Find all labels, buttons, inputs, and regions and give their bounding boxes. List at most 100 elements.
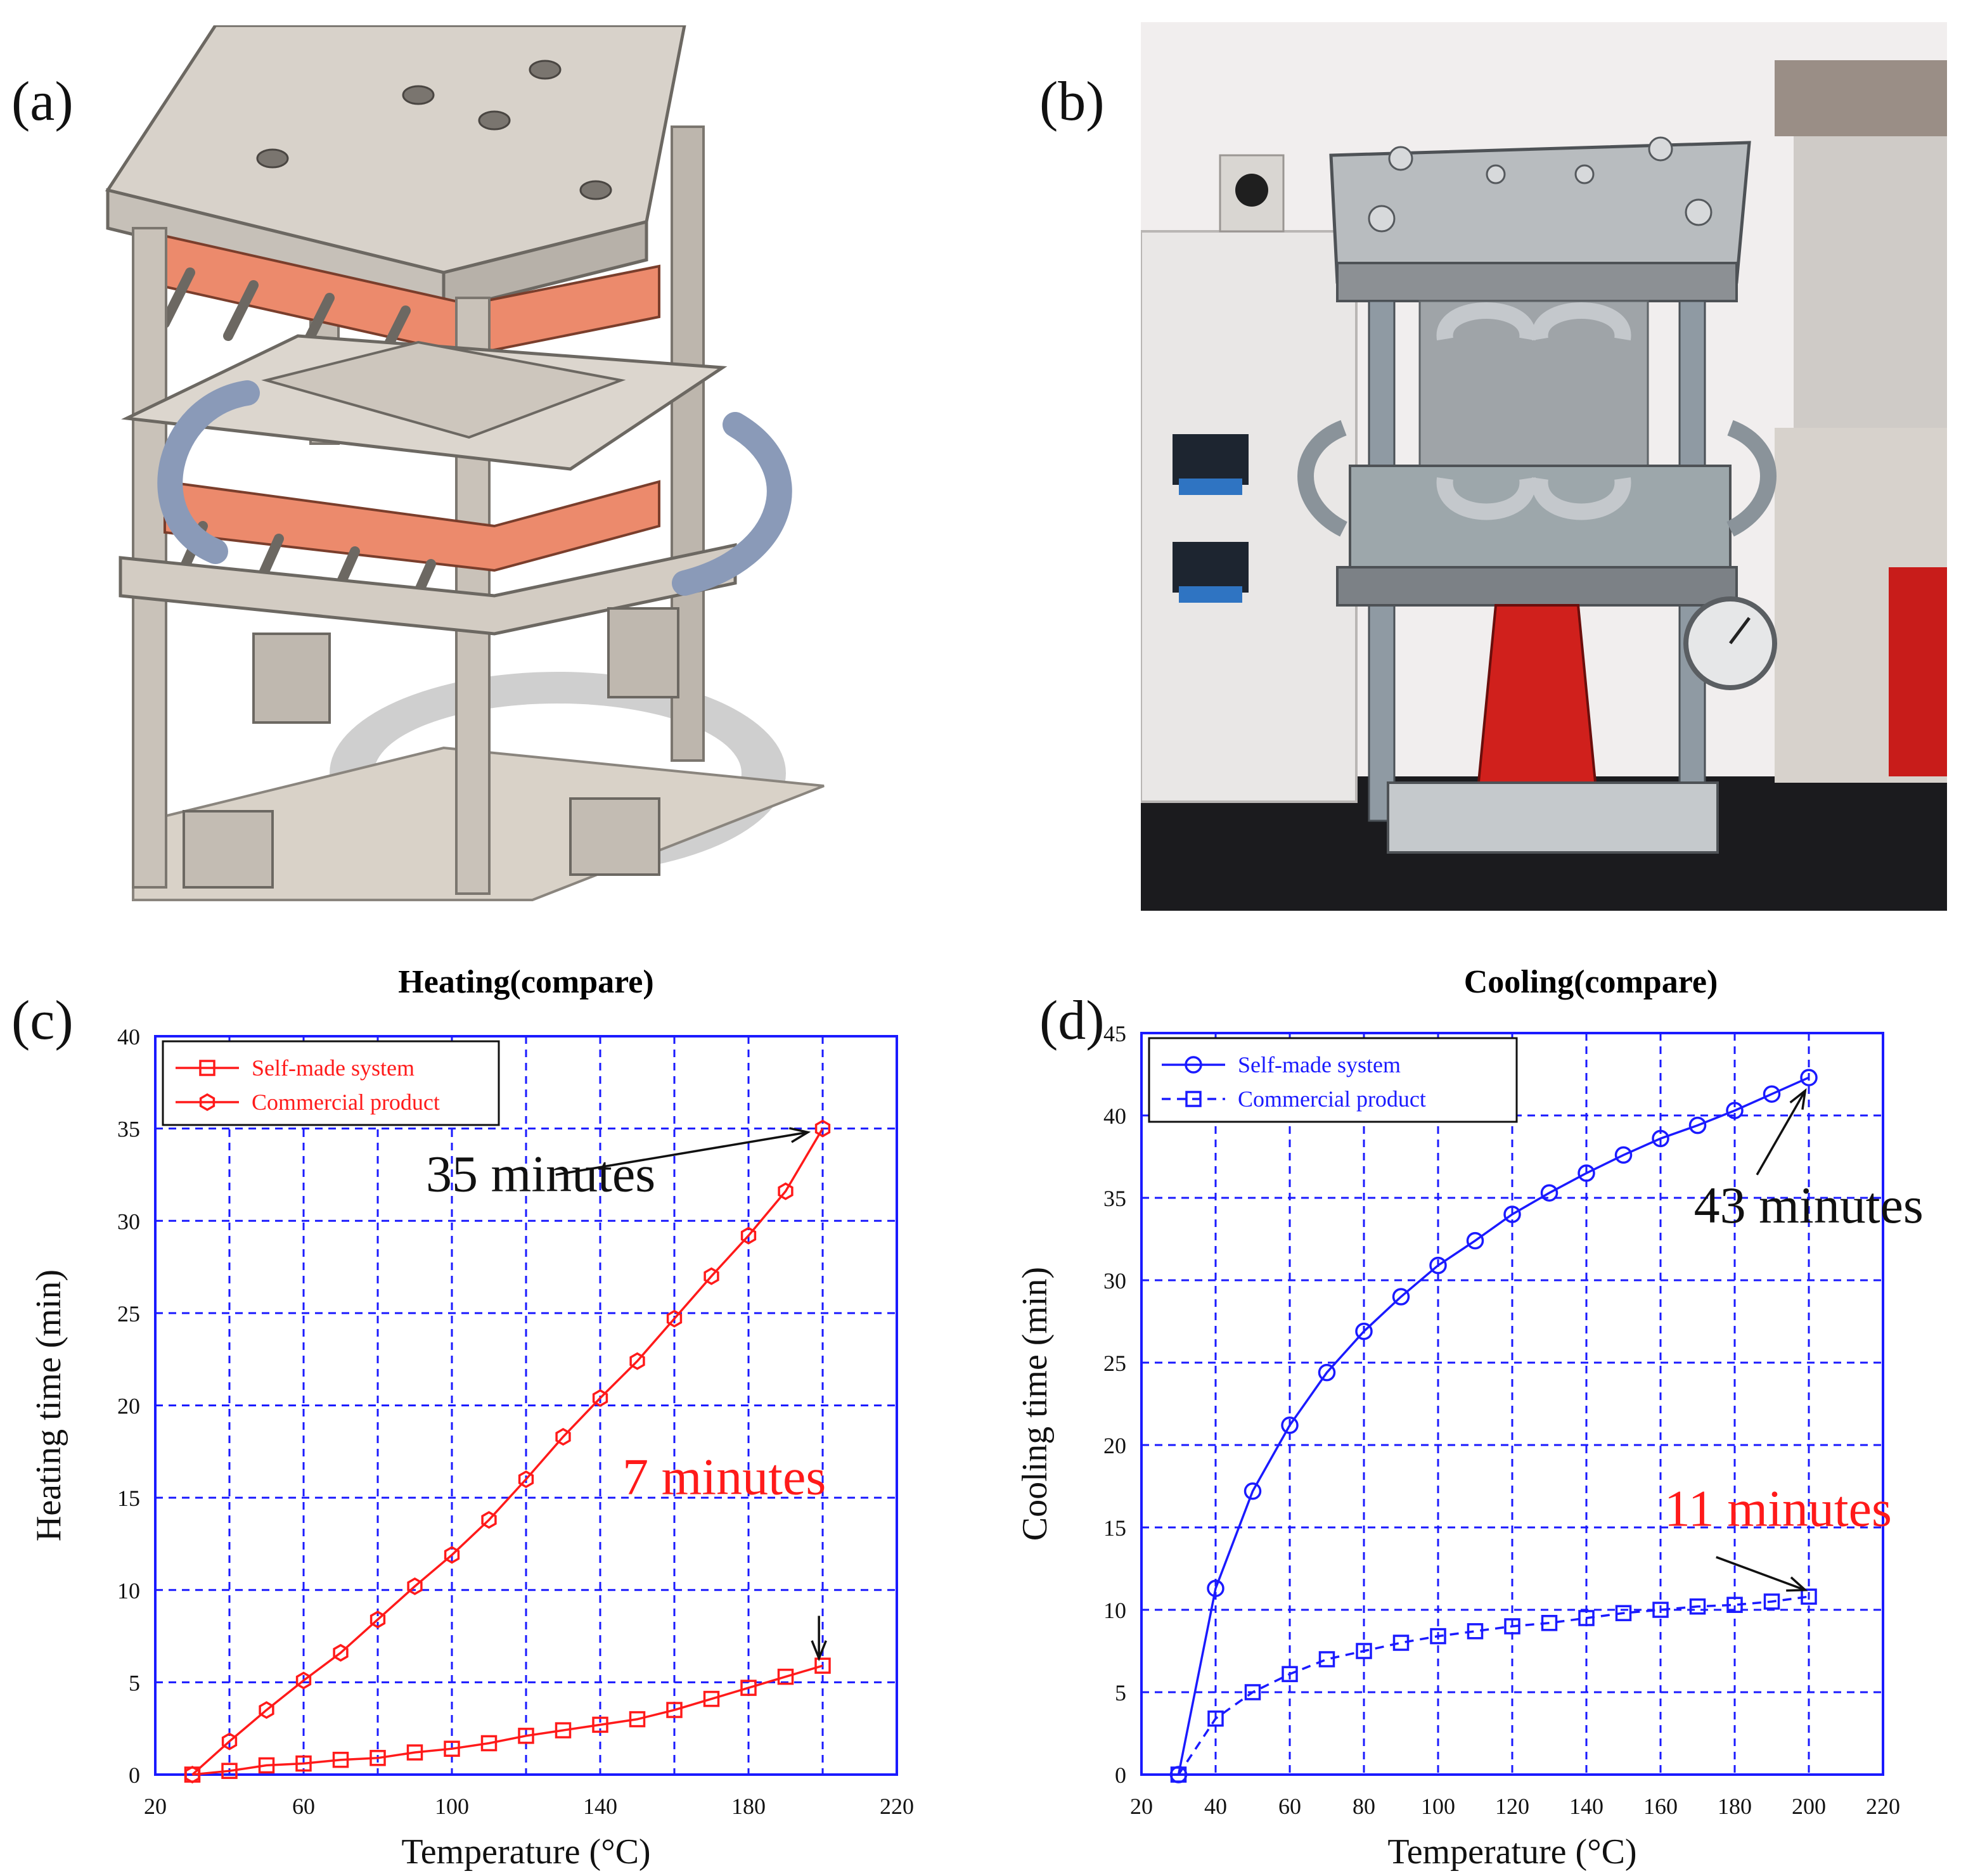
- y-tick-label: 20: [1103, 1433, 1126, 1458]
- x-axis-label: Temperature (°C): [401, 1832, 650, 1872]
- data-point: [814, 1657, 831, 1674]
- plot-frame: [1140, 1032, 1884, 1776]
- data-point: [1504, 1618, 1520, 1635]
- data-point: [407, 1577, 423, 1595]
- annotation-arrow: [1716, 1556, 1806, 1591]
- data-point: [1503, 1205, 1521, 1223]
- data-point: [1244, 1684, 1261, 1700]
- data-point: [1170, 1766, 1187, 1783]
- data-point: [259, 1701, 274, 1719]
- data-point: [1318, 1651, 1335, 1667]
- series-1: [184, 1657, 831, 1783]
- data-point: [1726, 1597, 1743, 1613]
- x-tick-label: 100: [435, 1794, 469, 1819]
- data-point: [370, 1750, 386, 1766]
- heating-chart-title: Heating(compare): [398, 964, 654, 1000]
- series-2: [1170, 1588, 1817, 1783]
- x-tick-label: 20: [1130, 1794, 1153, 1819]
- data-point: [1652, 1602, 1669, 1618]
- annotation-text: 7 minutes: [622, 1448, 826, 1505]
- panel-label-a: (a): [11, 71, 74, 132]
- annotation-arrowhead: [788, 1127, 811, 1143]
- y-tick-label: 35: [117, 1117, 140, 1142]
- data-point: [592, 1716, 608, 1733]
- data-point: [1207, 1710, 1224, 1727]
- plot-frame: [154, 1035, 898, 1776]
- data-point: [518, 1728, 534, 1744]
- data-point: [1578, 1164, 1595, 1182]
- y-tick-label: 5: [1115, 1680, 1126, 1706]
- y-tick-label: 20: [117, 1394, 140, 1419]
- data-point: [814, 1119, 831, 1138]
- cad-render-image: [89, 25, 957, 913]
- data-point: [555, 1722, 572, 1738]
- y-tick-label: 35: [1103, 1186, 1126, 1211]
- y-axis-label: Cooling time (min): [1015, 1267, 1055, 1541]
- data-point: [1281, 1417, 1299, 1434]
- data-point: [666, 1309, 683, 1328]
- data-point: [704, 1267, 719, 1285]
- legend-marker: [199, 1093, 215, 1112]
- y-tick-label: 40: [1103, 1103, 1126, 1129]
- data-point: [740, 1680, 757, 1696]
- y-tick-label: 15: [1103, 1515, 1126, 1541]
- data-point: [1392, 1288, 1410, 1306]
- legend-label: Self-made system: [252, 1055, 415, 1081]
- legend-label: Self-made system: [1238, 1052, 1401, 1077]
- heating-chart: 20 60 100 140 180 220 0 5 10 15 20 25 30 35 40 Temperat…: [29, 1024, 914, 1872]
- data-point: [629, 1352, 645, 1370]
- annotation: 11 minutes: [1664, 1479, 1892, 1592]
- legend: Self-made system Commercial product: [1148, 1037, 1518, 1123]
- data-point: [480, 1735, 498, 1752]
- data-point: [221, 1763, 238, 1779]
- data-point: [1689, 1598, 1706, 1615]
- hot-press-photo: [1141, 22, 1947, 911]
- x-tick-label: 40: [1204, 1794, 1227, 1819]
- data-point: [1467, 1623, 1484, 1640]
- data-point: [1356, 1643, 1372, 1659]
- annotation: 35 minutes: [426, 1127, 811, 1203]
- data-point: [778, 1182, 794, 1200]
- y-tick-label: 30: [1103, 1268, 1126, 1294]
- panel-label-c: (c): [11, 990, 74, 1051]
- annotation: 7 minutes: [622, 1448, 827, 1662]
- data-point: [1615, 1605, 1632, 1621]
- annotation-arrow: [555, 1131, 808, 1176]
- x-tick-label: 100: [1421, 1794, 1455, 1819]
- x-tick-label: 140: [1569, 1794, 1603, 1819]
- annotation-arrowhead: [1786, 1576, 1808, 1592]
- data-point: [1207, 1579, 1224, 1597]
- data-point: [481, 1511, 497, 1529]
- annotation-text: 35 minutes: [426, 1145, 655, 1203]
- annotation-text: 11 minutes: [1664, 1479, 1892, 1537]
- data-point: [1282, 1666, 1298, 1683]
- data-point: [1541, 1615, 1558, 1631]
- data-point: [1540, 1184, 1558, 1202]
- data-point: [1614, 1146, 1633, 1164]
- data-point: [1355, 1322, 1373, 1340]
- data-point: [295, 1671, 312, 1690]
- annotation-arrowhead: [811, 1640, 827, 1662]
- x-tick-label: 140: [583, 1794, 617, 1819]
- y-tick-label: 25: [117, 1301, 140, 1327]
- data-point: [1801, 1588, 1817, 1605]
- cooling-chart: 20 40 60 80 100 120 140 160 180 200 220 0 5 10 15 20 25 3…: [1015, 1021, 1924, 1872]
- data-point: [1429, 1256, 1447, 1275]
- legend-marker: [1185, 1056, 1202, 1074]
- x-axis-label: Temperature (°C): [1387, 1832, 1636, 1872]
- cooling-chart-title: Cooling(compare): [1463, 964, 1718, 1000]
- data-point: [1726, 1102, 1744, 1119]
- data-point: [1466, 1231, 1484, 1250]
- data-point: [1392, 1635, 1410, 1651]
- x-tick-label: 80: [1353, 1794, 1375, 1819]
- data-point: [703, 1690, 720, 1707]
- x-tick-label: 120: [1495, 1794, 1529, 1819]
- y-tick-label: 25: [1103, 1351, 1126, 1376]
- legend-label: Commercial product: [252, 1089, 440, 1115]
- legend-box: [162, 1040, 500, 1126]
- data-point: [1652, 1129, 1669, 1148]
- data-point: [295, 1755, 312, 1772]
- x-tick-label: 220: [1866, 1794, 1900, 1819]
- cad-render-drawing: [89, 25, 957, 913]
- x-tick-label: 180: [731, 1794, 766, 1819]
